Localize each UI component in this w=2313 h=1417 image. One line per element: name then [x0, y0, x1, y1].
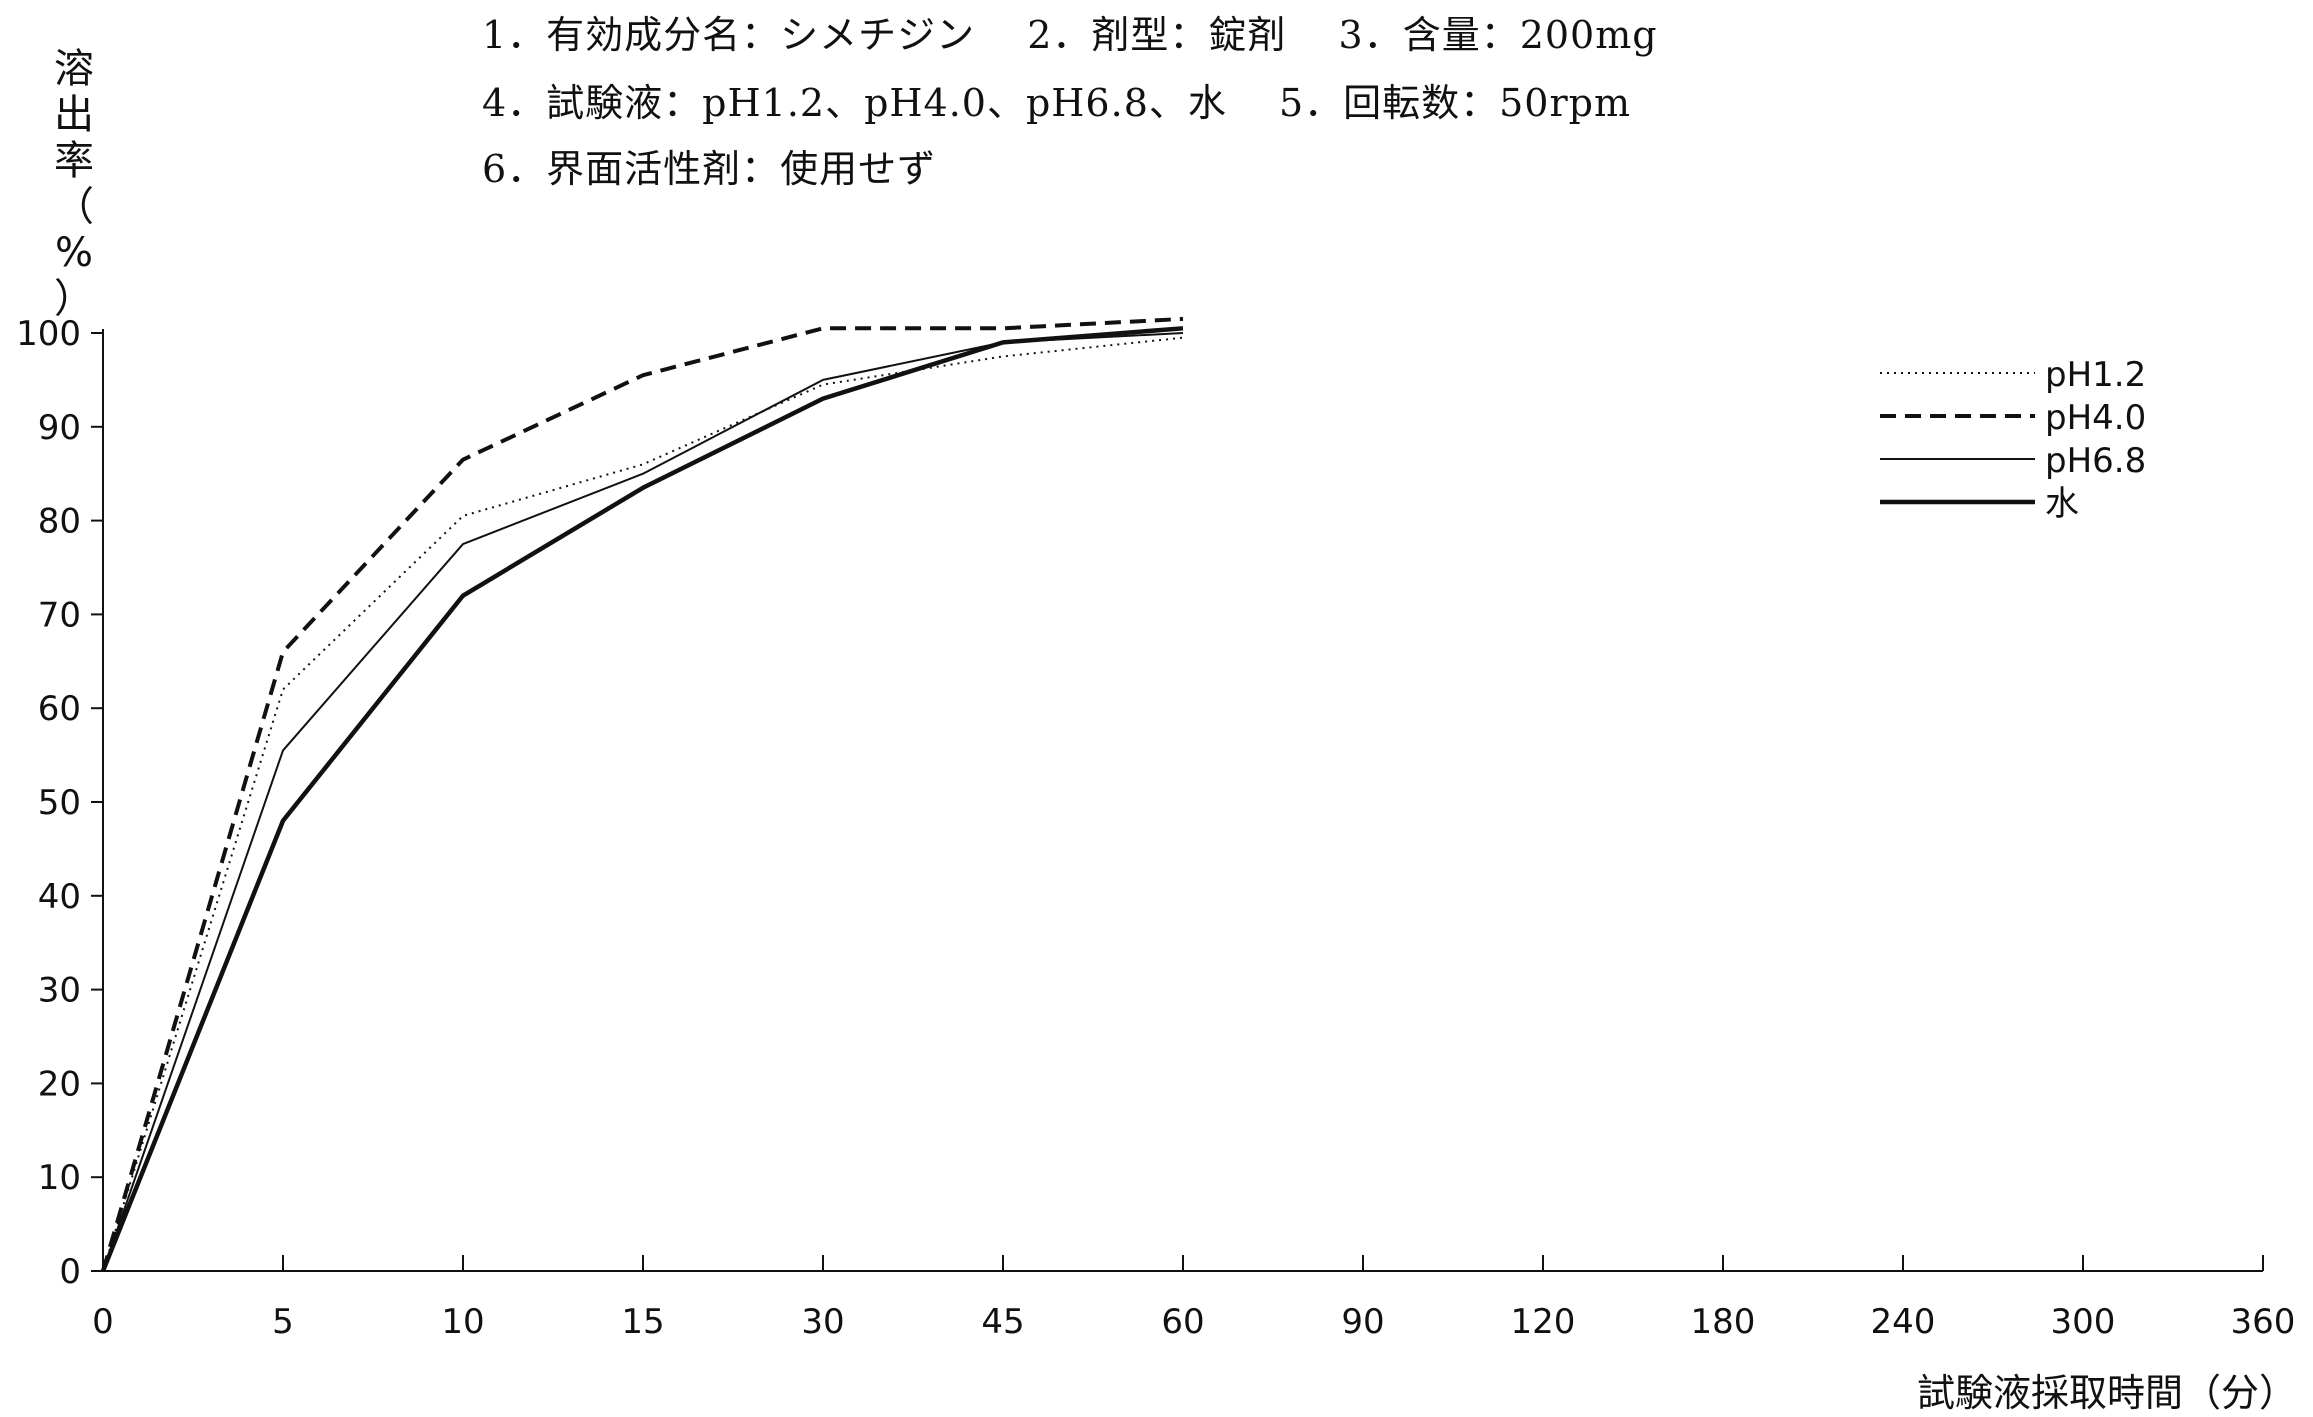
y-axis-title: 溶 出 率 （ % ）	[50, 46, 98, 322]
y-tick-label: 90	[38, 408, 81, 448]
y-axis-title-char: %	[54, 230, 93, 276]
legend-label: pH6.8	[2045, 441, 2146, 481]
legend-label: pH1.2	[2045, 355, 2146, 395]
condition-line-3: 6．界面活性剤：使用せず	[482, 147, 937, 191]
y-tick-label: 40	[38, 877, 81, 917]
x-tick-label: 60	[1161, 1302, 1204, 1342]
y-tick-label: 80	[38, 502, 81, 542]
x-tick-label: 90	[1341, 1302, 1384, 1342]
y-tick-label: 50	[38, 783, 81, 823]
x-tick-label: 10	[441, 1302, 484, 1342]
x-tick-label: 30	[801, 1302, 844, 1342]
legend-label: 水	[2045, 484, 2079, 524]
x-tick-label: 300	[2051, 1302, 2116, 1342]
y-axis-title-char: 出	[54, 92, 94, 138]
y-tick-label: 10	[38, 1158, 81, 1198]
y-tick-label: 60	[38, 689, 81, 729]
x-tick-label: 360	[2231, 1302, 2296, 1342]
y-axis-title-char: 率	[54, 138, 94, 184]
y-tick-label: 30	[38, 971, 81, 1011]
x-tick-label: 15	[621, 1302, 664, 1342]
y-tick-label: 100	[16, 314, 81, 354]
x-tick-label: 45	[981, 1302, 1024, 1342]
y-tick-label: 0	[59, 1252, 81, 1292]
condition-line-1: 1．有効成分名：シメチジン 2．剤型：錠剤 3．含量：200mg	[482, 13, 1658, 57]
x-tick-label: 5	[272, 1302, 294, 1342]
y-axis-title-char: （	[54, 184, 94, 230]
y-tick-label: 70	[38, 595, 81, 635]
x-tick-label: 0	[92, 1302, 114, 1342]
x-tick-label: 180	[1691, 1302, 1756, 1342]
x-tick-label: 240	[1871, 1302, 1936, 1342]
series-line-2	[101, 316, 1184, 1272]
x-axis-title: 試験液採取時間（分）	[1916, 1371, 2297, 1415]
y-axis-title-char: 溶	[54, 46, 94, 92]
y-tick-label: 20	[38, 1064, 81, 1104]
condition-line-2: 4．試験液：pH1.2、pH4.0、pH6.8、水 5．回転数：50rpm	[482, 81, 1632, 125]
legend-label: pH4.0	[2045, 398, 2146, 438]
x-tick-label: 120	[1511, 1302, 1576, 1342]
y-axis-title-char: ）	[54, 276, 94, 322]
